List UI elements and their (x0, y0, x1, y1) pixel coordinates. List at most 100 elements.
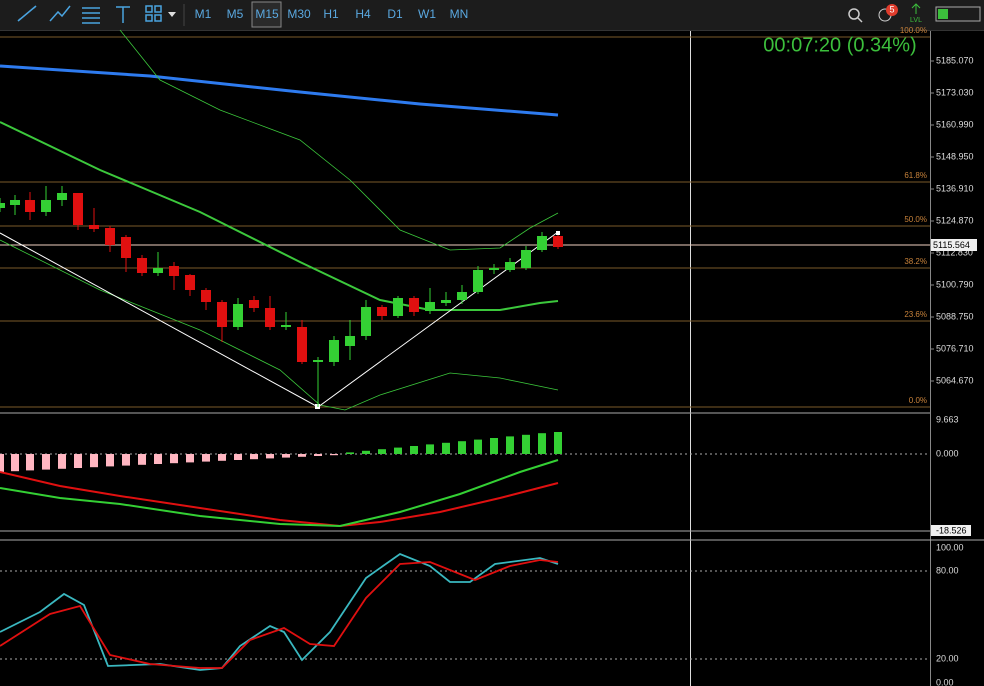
histogram-bar (202, 454, 210, 462)
histogram-bar (394, 447, 402, 454)
candle-body (313, 360, 323, 362)
badge-count: 5 (889, 4, 894, 14)
search-icon[interactable] (848, 8, 860, 20)
stoch-axis-label: 100.00 (936, 542, 964, 552)
timeframe-button[interactable]: M5 (227, 7, 244, 21)
histogram-bar (250, 454, 258, 460)
price-label: 5064.670 (936, 375, 974, 385)
timeframe-button[interactable]: W1 (418, 7, 436, 21)
histogram-bar (490, 438, 498, 454)
timeframe-button[interactable]: H4 (355, 7, 371, 21)
fib-label: 50.0% (904, 215, 927, 224)
histogram-bar (298, 454, 306, 457)
timeframe-button[interactable]: M15 (255, 7, 279, 21)
timeframe-button[interactable]: H1 (323, 7, 339, 21)
histogram-bar (74, 454, 82, 468)
moving-average (0, 64, 559, 117)
histogram-bar (11, 454, 19, 472)
timeframe-button[interactable]: M30 (287, 7, 311, 21)
candle-timer: 00:07:20 (0.34%) (763, 34, 916, 56)
stoch-axis-label: 20.00 (936, 653, 959, 663)
candle-body (25, 200, 35, 212)
candle-body (553, 236, 563, 247)
candle-body (505, 262, 515, 270)
price-label: 5185.070 (936, 55, 974, 65)
dropdown-arrow[interactable] (168, 12, 176, 17)
price-label: 5112.830 (936, 247, 973, 257)
level-icon[interactable] (911, 3, 921, 14)
histogram-bar (26, 454, 34, 471)
candle-body (409, 298, 419, 312)
balance-fill (938, 9, 948, 19)
bollinger-lower (0, 239, 559, 411)
histogram-bar (138, 454, 146, 465)
histogram-bar (410, 446, 418, 454)
price-label: 5136.910 (936, 183, 974, 193)
histogram-bar (170, 454, 178, 464)
stoch-axis-label: 80.00 (936, 565, 959, 575)
histogram-bar (442, 442, 450, 454)
candle-body (217, 302, 227, 327)
price-label: 5148.950 (936, 151, 974, 161)
macd-min-box (931, 525, 971, 536)
macd-line (0, 459, 559, 528)
drawing-tools[interactable] (17, 5, 162, 24)
candle-body (201, 290, 211, 302)
candle-body (105, 228, 115, 245)
timeframe-button[interactable]: D1 (387, 7, 403, 21)
histogram-bar (522, 434, 530, 454)
fib-label: 100.0% (900, 26, 927, 35)
histogram-bar (122, 454, 130, 466)
price-label: 5100.790 (936, 279, 974, 289)
histogram-bar (282, 454, 290, 458)
fib-label: 23.6% (904, 310, 927, 319)
price-label: 5160.990 (936, 119, 974, 129)
histogram-bar (42, 454, 50, 470)
price-label: 5124.870 (936, 215, 974, 225)
fib-trendline (0, 231, 559, 408)
candle-body (89, 225, 99, 229)
candle-body (73, 193, 83, 225)
histogram-bar (90, 454, 98, 468)
histogram-bar (314, 454, 322, 456)
stoch-axis-label: 0.00 (936, 677, 954, 686)
candle-body (473, 270, 483, 292)
timeframe-button[interactable]: M1 (195, 7, 212, 21)
candle-body (457, 292, 467, 300)
histogram-bar (234, 454, 242, 460)
histogram-bar (58, 454, 66, 469)
search-icon (857, 17, 863, 23)
candle-body (329, 340, 339, 362)
histogram-bar (458, 441, 466, 454)
balance-bar (935, 6, 981, 22)
histogram-bar (474, 439, 482, 454)
candle-body (41, 200, 51, 212)
histogram-bar (330, 454, 338, 456)
candle-body (249, 300, 259, 308)
candle-body (265, 308, 275, 327)
timeframe-button[interactable]: MN (450, 7, 469, 21)
histogram-bar (378, 449, 386, 454)
last-candle-marker (556, 231, 560, 235)
fib-label: 61.8% (904, 171, 927, 180)
fib-label: 38.2% (904, 257, 927, 266)
histogram-bar (506, 436, 514, 454)
current-price: 5115.564 (933, 240, 970, 250)
candle-body (137, 258, 147, 273)
price-label: 5173.030 (936, 87, 974, 97)
candle-body (393, 298, 403, 316)
candle-body (169, 266, 179, 276)
candle-body (425, 302, 435, 311)
macd-axis-label: -18.526 (936, 525, 967, 535)
fib-label: 0.0% (909, 396, 927, 405)
candle-body (10, 200, 20, 205)
candle-body (281, 325, 291, 327)
candle-body (233, 304, 243, 327)
candle-body (121, 237, 131, 258)
macd-axis-label: 0.000 (936, 448, 959, 458)
candle-body (185, 275, 195, 290)
histogram-bar (154, 454, 162, 464)
candle-body (57, 193, 67, 200)
active-timeframe (251, 1, 282, 28)
